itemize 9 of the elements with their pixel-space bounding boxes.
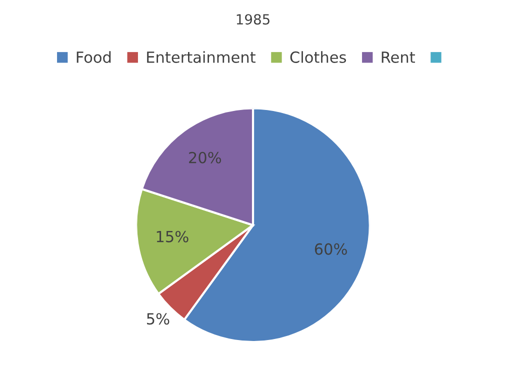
- data-label: 20%: [189, 152, 222, 164]
- data-label: 15%: [156, 230, 188, 242]
- data-label: 60%: [314, 243, 347, 255]
- legend-label: Rent: [382, 52, 415, 63]
- chart-title: 1985: [236, 14, 270, 25]
- legend-label: Entertainment: [147, 51, 256, 63]
- data-label: 5%: [147, 313, 170, 325]
- legend-label: Clothes: [290, 51, 346, 63]
- legend-label: Food: [76, 51, 111, 63]
